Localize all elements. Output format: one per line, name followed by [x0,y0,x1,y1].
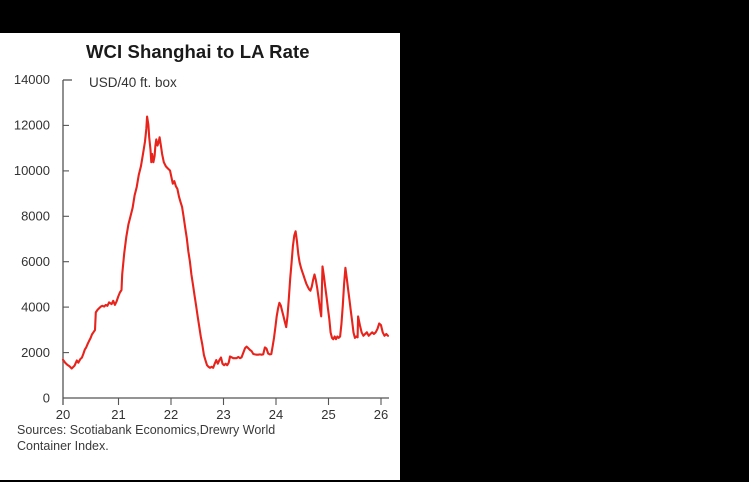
svg-text:22: 22 [164,407,178,422]
svg-text:0: 0 [43,391,50,406]
svg-text:24: 24 [269,407,283,422]
svg-text:25: 25 [321,407,335,422]
svg-text:8000: 8000 [21,209,50,224]
svg-text:12000: 12000 [14,118,50,133]
svg-text:2000: 2000 [21,345,50,360]
svg-text:4000: 4000 [21,300,50,315]
svg-text:6000: 6000 [21,254,50,269]
svg-text:21: 21 [111,407,125,422]
svg-text:14000: 14000 [14,72,50,87]
svg-text:10000: 10000 [14,163,50,178]
svg-text:26: 26 [374,407,388,422]
svg-text:20: 20 [56,407,70,422]
svg-text:23: 23 [216,407,230,422]
